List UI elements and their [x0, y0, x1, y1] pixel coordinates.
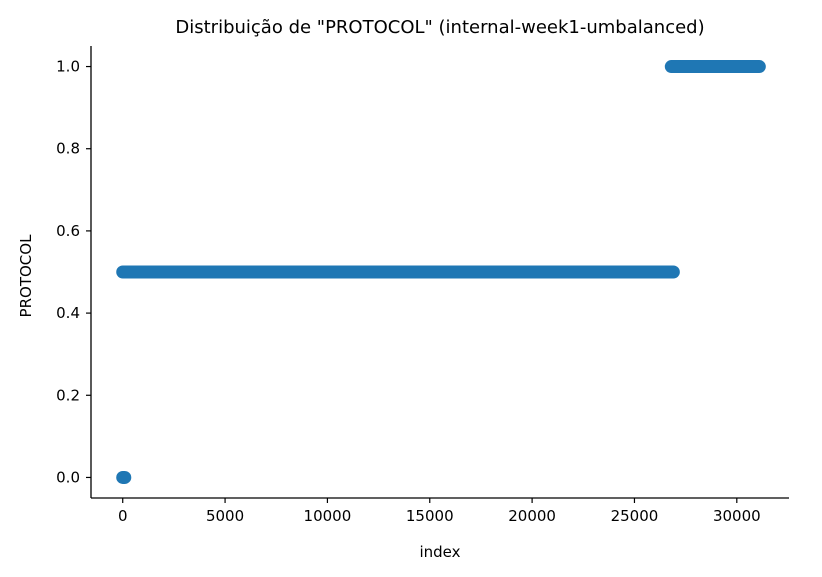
y-tick-label: 0.4 [56, 304, 80, 322]
x-tick-label: 0 [118, 507, 128, 525]
y-tick-label: 0.8 [56, 140, 80, 158]
y-tick-label: 0.0 [56, 468, 80, 486]
y-axis-ticks: 0.0 0.2 0.4 0.6 0.8 1.0 [56, 58, 91, 486]
x-axis-title: index [419, 543, 460, 561]
x-tick-label: 20000 [508, 507, 556, 525]
y-tick-label: 1.0 [56, 58, 80, 76]
x-tick-label: 25000 [611, 507, 659, 525]
x-tick-label: 30000 [713, 507, 761, 525]
y-axis-title: PROTOCOL [17, 234, 35, 318]
chart-title: Distribuição de "PROTOCOL" (internal-wee… [175, 17, 704, 38]
y-tick-label: 0.6 [56, 222, 80, 240]
x-tick-label: 10000 [304, 507, 352, 525]
y-tick-label: 0.2 [56, 386, 80, 404]
scatter-points [116, 60, 766, 484]
x-tick-label: 5000 [206, 507, 244, 525]
x-tick-label: 15000 [406, 507, 454, 525]
x-axis-ticks: 0 5000 10000 15000 20000 25000 30000 [118, 498, 761, 525]
